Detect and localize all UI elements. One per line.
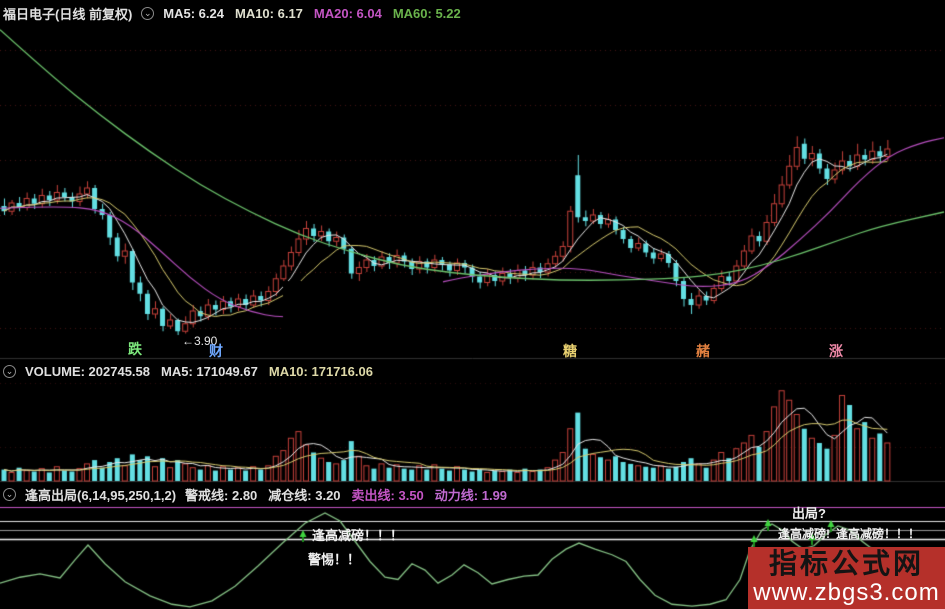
- volume-value: VOLUME: 202745.58: [25, 364, 151, 379]
- char-zhe: 赭: [696, 343, 710, 359]
- reduce-line-value: 减仓线: 3.20: [268, 488, 341, 503]
- collapse-indicator-icon[interactable]: ⌄: [3, 488, 16, 501]
- volume-values: VOLUME: 202745.58 MA5: 171049.67 MA10: 171…: [25, 364, 373, 379]
- char-zhang: 涨: [829, 343, 843, 359]
- ma20-value: MA20: 6.04: [313, 6, 382, 21]
- main-chart-header: 福日电子(日线 前复权) ⌄ MA5: 6.24 MA10: 6.17 MA20: …: [3, 4, 461, 23]
- note-reduce-3: 逢高减磅！！！: [836, 527, 921, 541]
- indicator-pane-header: ⌄ 逢高出局(6,14,95,250,1,2) 警戒线: 2.80 减仓线: 3.…: [3, 485, 507, 504]
- char-cai: 财: [209, 343, 223, 359]
- note-reduce-2: 逢高减磅!: [778, 527, 830, 541]
- char-die: 跌: [128, 341, 142, 357]
- warn-line-value: 警戒线: 2.80: [185, 488, 258, 503]
- char-tang: 糖: [563, 343, 577, 359]
- low-price-label: ←3.90: [182, 334, 218, 348]
- vol-ma5-value: MA5: 171049.67: [161, 364, 258, 379]
- note-alert: 警惕！！: [308, 552, 361, 567]
- note-exit: 出局?: [792, 506, 826, 521]
- ma10-value: MA10: 6.17: [234, 6, 303, 21]
- indicator-values: 警戒线: 2.80 减仓线: 3.20 卖出线: 3.50 动力线: 1.99: [185, 485, 507, 504]
- volume-pane-header: ⌄ VOLUME: 202745.58 MA5: 171049.67 MA10: 1…: [3, 364, 373, 379]
- ma5-value: MA5: 6.24: [163, 6, 224, 21]
- main-ma-values: MA5: 6.24 MA10: 6.17 MA20: 6.04 MA60: 5.22: [163, 6, 460, 21]
- power-line-value: 动力线: 1.99: [434, 488, 508, 503]
- watermark-url: www.zbgs3.com: [753, 578, 940, 606]
- watermark-site-name: 指标公式网: [768, 548, 924, 579]
- indicator-name: 逢高出局(6,14,95,250,1,2): [25, 488, 177, 503]
- sell-line-value: 卖出线: 3.50: [351, 488, 424, 503]
- ma60-value: MA60: 5.22: [392, 6, 461, 21]
- collapse-main-icon[interactable]: ⌄: [141, 7, 155, 20]
- stock-title: 福日电子(日线 前复权): [3, 7, 133, 22]
- watermark-banner: 指标公式网 www.zbgs3.com: [748, 547, 945, 609]
- note-reduce-1: 逢高减磅！！！: [312, 528, 404, 543]
- vol-ma10-value: MA10: 171716.06: [268, 364, 373, 379]
- collapse-volume-icon[interactable]: ⌄: [3, 365, 16, 378]
